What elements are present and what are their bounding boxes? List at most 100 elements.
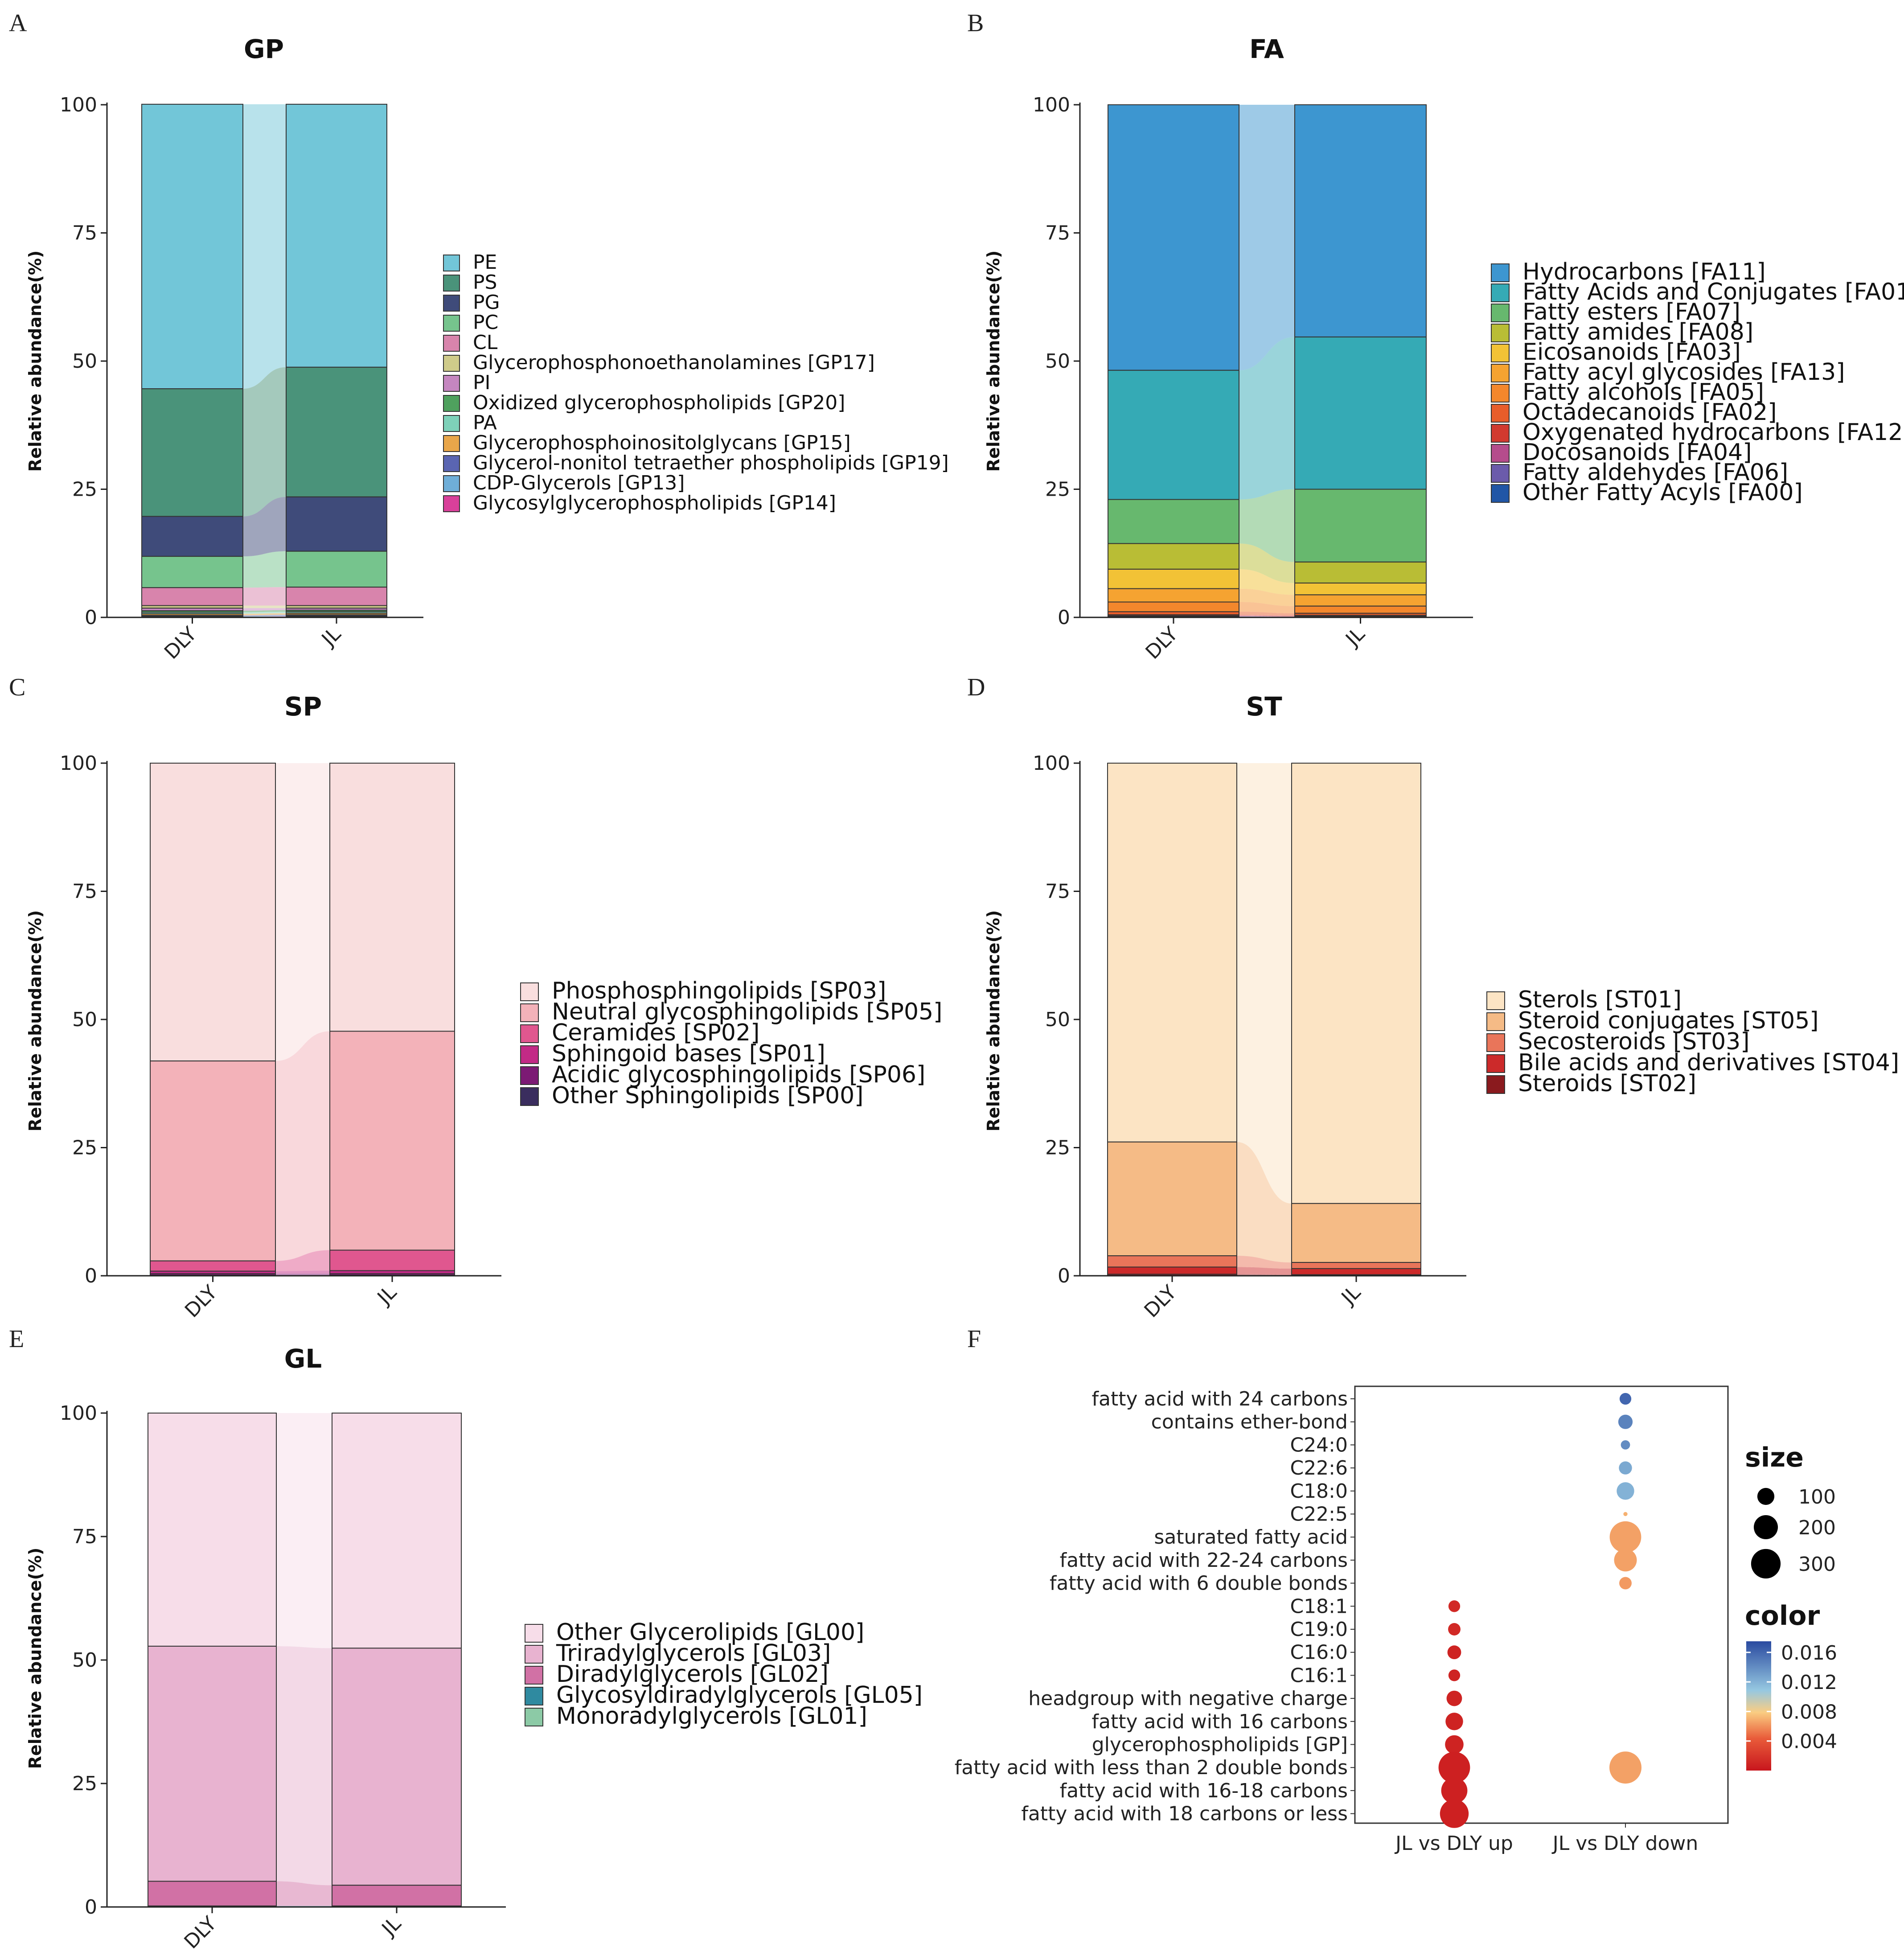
legend-label: CDP-Glycerols [GP13] bbox=[473, 472, 685, 494]
x-tick-label: DLY bbox=[1141, 623, 1182, 664]
y-tick-label: 50 bbox=[72, 1008, 97, 1031]
legend-swatch bbox=[525, 1708, 543, 1726]
y-tick-label: 100 bbox=[60, 752, 97, 775]
dot bbox=[1448, 1600, 1461, 1612]
legend-label: Triradylglycerols [GL03] bbox=[556, 1640, 831, 1667]
bars bbox=[150, 763, 455, 1277]
colorbar-tick-label: 0.004 bbox=[1781, 1730, 1837, 1753]
bar-segment bbox=[141, 587, 243, 606]
x-tick-label: JL bbox=[1336, 1281, 1365, 1310]
panel-letter: F bbox=[967, 1325, 981, 1353]
legend-label: Fatty amides [FA08] bbox=[1522, 319, 1753, 345]
bar-segment bbox=[286, 551, 387, 588]
size-legend-label: 100 bbox=[1798, 1486, 1836, 1508]
legend-label: Steroid conjugates [ST05] bbox=[1518, 1007, 1819, 1034]
legend-label: PA bbox=[473, 411, 497, 434]
colorbar-tick-label: 0.008 bbox=[1781, 1701, 1837, 1723]
bar-segment bbox=[332, 1648, 462, 1886]
legend-swatch bbox=[443, 315, 460, 332]
panel-e: E GL 0 25 50 75 100 DLY JL Relative abundance(%) O… bbox=[9, 1325, 923, 1953]
bar-segment bbox=[286, 103, 387, 368]
legend-swatch bbox=[1491, 464, 1510, 483]
legend-swatch bbox=[520, 1045, 539, 1064]
dot bbox=[1448, 1623, 1461, 1635]
legend-swatch bbox=[525, 1666, 543, 1685]
legend-swatch bbox=[443, 415, 460, 432]
dots bbox=[1438, 1393, 1641, 1828]
y-tick-label: C19:0 bbox=[1290, 1618, 1348, 1641]
y-tick-label: fatty acid with less than 2 double bonds bbox=[955, 1756, 1348, 1779]
bar-segment bbox=[1291, 763, 1421, 1204]
flow-band bbox=[243, 104, 286, 389]
legend-label: Monoradylglycerols [GL01] bbox=[556, 1703, 867, 1730]
bar-segment bbox=[286, 366, 387, 497]
y-tick-label: fatty acid with 16 carbons bbox=[1092, 1710, 1348, 1733]
bar-segment bbox=[1108, 499, 1239, 544]
legend-label: Glycerophosphonoethanolamines [GP17] bbox=[473, 351, 875, 374]
x-tick-label: JL vs DLY down bbox=[1551, 1832, 1699, 1855]
y-tick-label: C22:6 bbox=[1290, 1457, 1348, 1479]
dot bbox=[1618, 1414, 1633, 1429]
chart-title: GP bbox=[244, 34, 284, 64]
legend-swatch bbox=[443, 455, 460, 472]
legend-label: Glycosylglycerophospholipids [GP14] bbox=[473, 492, 836, 514]
chart-title: FA bbox=[1249, 34, 1284, 64]
panel-letter: A bbox=[9, 9, 27, 37]
flow-band bbox=[1237, 1256, 1292, 1269]
legend-swatch bbox=[1486, 1054, 1505, 1073]
x-tick-label: DLY bbox=[180, 1912, 221, 1953]
flow-band bbox=[1237, 1267, 1292, 1275]
legend-swatch bbox=[443, 295, 460, 312]
flow-band bbox=[243, 587, 286, 606]
colorbar-tick-label: 0.016 bbox=[1781, 1642, 1837, 1664]
y-axis-label: Relative abundance(%) bbox=[25, 910, 45, 1132]
chart-title: ST bbox=[1246, 691, 1282, 722]
y-tick-label: fatty acid with 18 carbons or less bbox=[1021, 1803, 1348, 1825]
bar-segment bbox=[1107, 1255, 1237, 1268]
legend-swatch bbox=[443, 435, 460, 452]
color-legend: color 0.016 0.012 0.008 0.004 bbox=[1745, 1600, 1837, 1771]
dot bbox=[1619, 1393, 1632, 1405]
legend-swatch bbox=[1491, 324, 1510, 342]
flow-band bbox=[1239, 337, 1295, 500]
legend-label: Docosanoids [FA04] bbox=[1522, 439, 1752, 466]
bar-segment bbox=[141, 103, 243, 390]
legend-label: Diradylglycerols [GL02] bbox=[556, 1661, 829, 1688]
y-tick-label: 25 bbox=[72, 478, 97, 501]
panel-letter: B bbox=[967, 9, 984, 37]
bar-segment bbox=[1107, 1266, 1237, 1275]
bars bbox=[1107, 763, 1421, 1277]
flow-band bbox=[243, 605, 286, 608]
legend-label: Glycerol-nonitol tetraether phospholipid… bbox=[473, 452, 949, 474]
x-tick-label: DLY bbox=[1140, 1281, 1181, 1322]
y-axis-label: Relative abundance(%) bbox=[25, 1548, 45, 1769]
legend-swatch bbox=[1491, 284, 1510, 302]
x-tick-label: JL vs DLY up bbox=[1394, 1832, 1513, 1855]
colorbar-tick-label: 0.012 bbox=[1781, 1671, 1837, 1694]
panel-letter: D bbox=[967, 674, 985, 701]
bar-segment bbox=[148, 1413, 277, 1647]
legend-label: Eicosanoids [FA03] bbox=[1522, 339, 1741, 366]
size-legend-dot bbox=[1753, 1515, 1778, 1540]
legend-label: Oxidized glycerophospholipids [GP20] bbox=[473, 391, 845, 414]
chart-title: SP bbox=[284, 691, 322, 722]
bar-segment bbox=[1294, 582, 1427, 596]
legend-label: Sterols [ST01] bbox=[1518, 986, 1682, 1013]
legend-swatch bbox=[1491, 304, 1510, 322]
legend-label: Oxygenated hydrocarbons [FA12] bbox=[1522, 419, 1904, 446]
bar-segment bbox=[148, 1881, 277, 1907]
color-legend-title: color bbox=[1745, 1600, 1820, 1631]
panel-b: B FA 0 25 50 75 100 DLY JL Relative abundance(%) H… bbox=[967, 9, 1904, 664]
dot bbox=[1438, 1751, 1470, 1783]
legend-swatch bbox=[520, 1024, 539, 1043]
bar-segment bbox=[1294, 104, 1427, 337]
size-legend-title: size bbox=[1745, 1442, 1804, 1473]
flow-band bbox=[275, 1250, 330, 1271]
flow-band bbox=[1239, 615, 1295, 616]
y-tick-label: 75 bbox=[1045, 222, 1070, 245]
bars bbox=[148, 1413, 462, 1908]
y-tick-label: fatty acid with 6 double bonds bbox=[1050, 1572, 1348, 1595]
bars bbox=[141, 103, 387, 618]
x-tick-label: JL bbox=[377, 1912, 406, 1941]
y-tick-label: C22:5 bbox=[1290, 1503, 1348, 1526]
